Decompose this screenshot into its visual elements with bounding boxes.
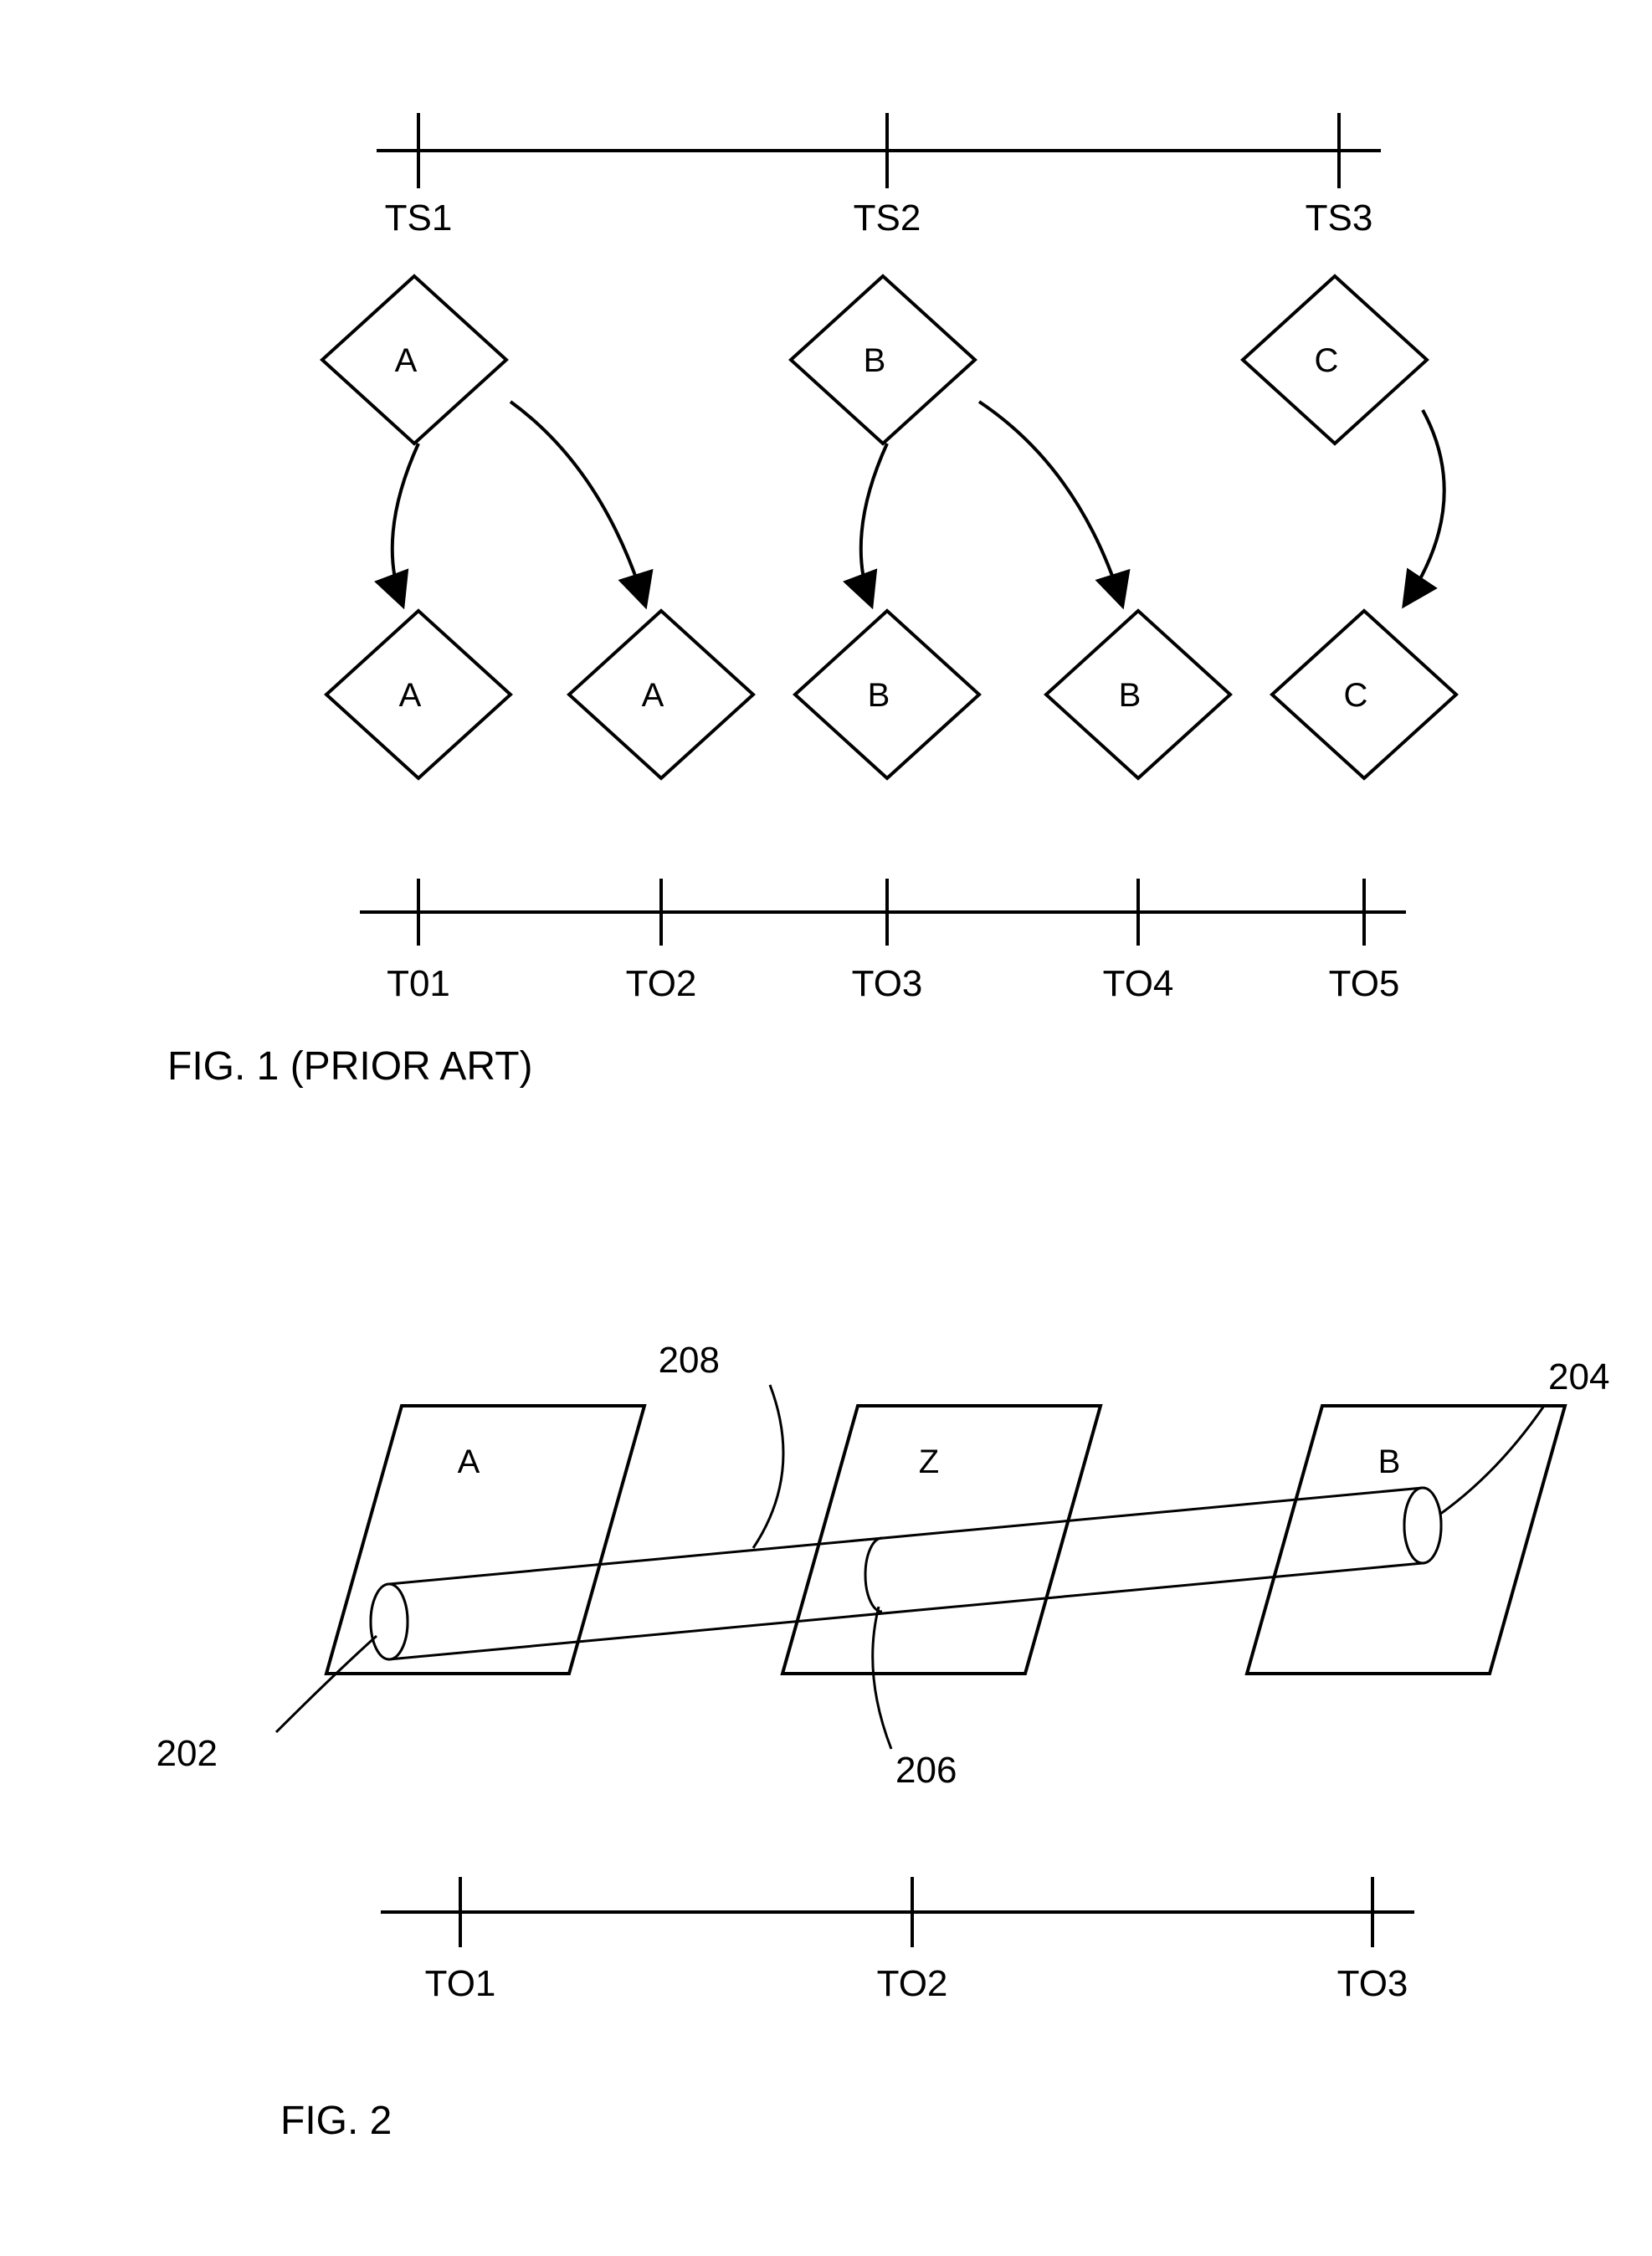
fig2-tube-mid-section bbox=[865, 1538, 882, 1612]
fig1-bottom-tick-label: TO2 bbox=[626, 963, 697, 1004]
fig1-rhombus-top-label: C bbox=[1315, 342, 1339, 379]
fig2-caption: FIG. 2 bbox=[280, 2099, 392, 2143]
fig2-tube-end-left-over bbox=[371, 1584, 408, 1659]
fig2-tube-end-right-over bbox=[1404, 1488, 1441, 1563]
fig2-208-label: 208 bbox=[659, 1340, 720, 1381]
fig2-202-leader bbox=[276, 1636, 377, 1732]
fig2-208-leader bbox=[753, 1385, 783, 1548]
fig1-bottom-tick-label: TO4 bbox=[1103, 963, 1174, 1004]
fig2-plane-label: B bbox=[1378, 1443, 1401, 1480]
fig2-204-label: 204 bbox=[1548, 1356, 1609, 1397]
fig1-caption: FIG. 1 (PRIOR ART) bbox=[167, 1044, 533, 1089]
fig1-rhombus-bottom-label: B bbox=[868, 677, 890, 714]
fig1-arrow bbox=[979, 402, 1121, 602]
fig2-plane-label: Z bbox=[919, 1443, 939, 1480]
fig2-tick-label: TO3 bbox=[1337, 1963, 1408, 2004]
fig1-rhombus-bottom-label: A bbox=[399, 677, 422, 714]
fig1-rhombus-bottom-label: A bbox=[642, 677, 664, 714]
fig2-plane-label: A bbox=[458, 1443, 480, 1480]
fig1-arrow bbox=[392, 444, 418, 602]
fig1-top-tick-label: TS2 bbox=[854, 197, 921, 238]
fig1-top-tick-label: TS1 bbox=[385, 197, 453, 238]
fig1-rhombus-bottom-label: C bbox=[1344, 677, 1368, 714]
fig2-tick-label: TO2 bbox=[877, 1963, 948, 2004]
fig1-top-tick-label: TS3 bbox=[1306, 197, 1373, 238]
fig2-tube-bottom bbox=[389, 1563, 1423, 1659]
fig1-bottom-tick-label: T01 bbox=[387, 963, 450, 1004]
fig1-arrow bbox=[1406, 410, 1444, 602]
fig1-arrow bbox=[861, 444, 887, 602]
fig1-arrow bbox=[510, 402, 644, 602]
fig1-rhombus-bottom-label: B bbox=[1119, 677, 1142, 714]
fig2-plane bbox=[782, 1406, 1100, 1674]
fig2-tube-top bbox=[389, 1488, 1423, 1584]
fig1-rhombus-top-label: A bbox=[395, 342, 418, 379]
fig2-tick-label: TO1 bbox=[425, 1963, 496, 2004]
fig2-204-leader bbox=[1439, 1406, 1544, 1515]
fig2-206-leader bbox=[873, 1607, 891, 1749]
fig2-202-label: 202 bbox=[156, 1733, 218, 1774]
fig1-bottom-tick-label: TO5 bbox=[1329, 963, 1400, 1004]
fig2-206-label: 206 bbox=[895, 1750, 957, 1791]
fig1-rhombus-top-label: B bbox=[864, 342, 886, 379]
fig1-bottom-tick-label: TO3 bbox=[852, 963, 923, 1004]
